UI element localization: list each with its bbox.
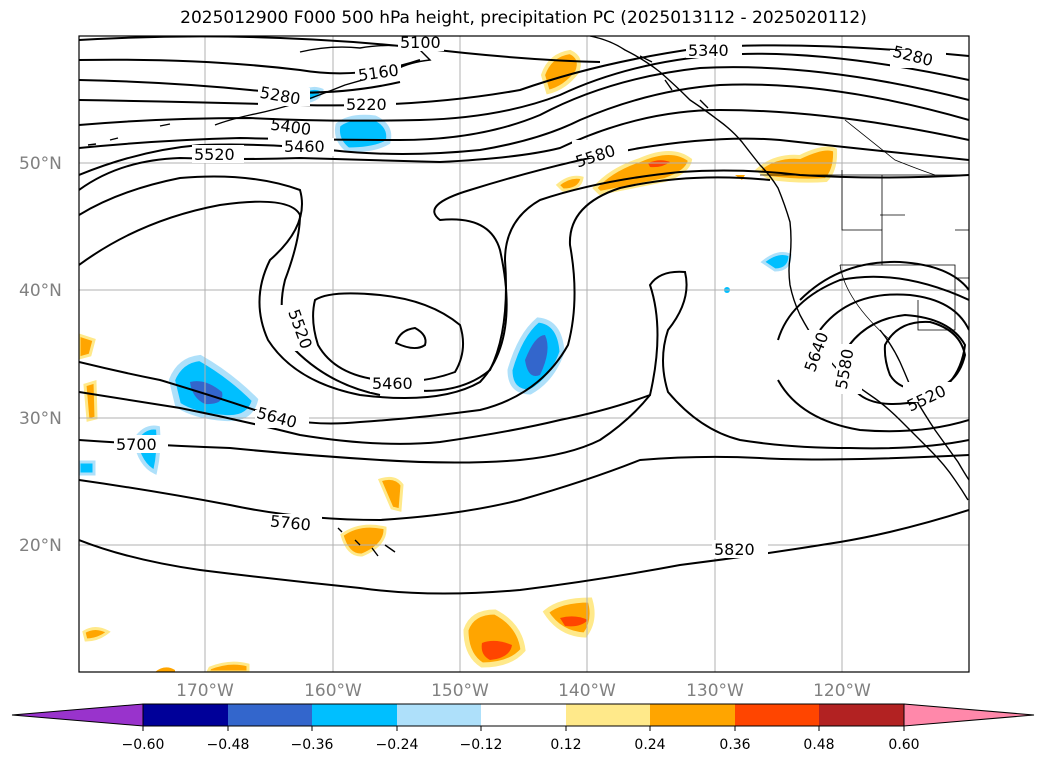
colorbar-segment (143, 704, 228, 726)
colorbar-tick-label: −0.36 (291, 737, 334, 753)
colorbar-segment (228, 704, 312, 726)
colorbar-segment (819, 704, 904, 726)
colorbar-extend-high (903, 703, 1035, 727)
map-title: 2025012900 F000 500 hPa height, precipit… (180, 8, 867, 28)
contour-label: 5760 (269, 511, 311, 534)
colorbar-segment (735, 704, 819, 726)
colorbar-segment (650, 704, 735, 726)
colorbar-tick-label: 0.24 (634, 737, 665, 753)
contour-label: 5100 (400, 33, 441, 52)
contour-label: 5520 (194, 145, 235, 164)
colorbar-tick-label: −0.48 (207, 737, 250, 753)
lat-label: 30°N (19, 409, 62, 429)
colorbar: −0.60 −0.48 −0.36 −0.24 −0.12 0.12 0.24 … (11, 703, 1035, 753)
contour-label: 5700 (116, 435, 157, 454)
colorbar-tick-label: 0.36 (719, 737, 750, 753)
colorbar-segment (397, 704, 481, 726)
colorbar-tick-label: 0.48 (803, 737, 834, 753)
lat-label: 50°N (19, 154, 62, 174)
lat-label: 40°N (19, 281, 62, 301)
contour-label: 5460 (284, 137, 325, 156)
contour-label: 5340 (688, 41, 729, 60)
lon-label: 120°W (813, 681, 871, 701)
colorbar-segment (566, 704, 650, 726)
contour-label: 5820 (714, 540, 755, 559)
colorbar-tick-label: 0.60 (888, 737, 919, 753)
contour-label: 5220 (346, 95, 387, 114)
lon-label: 170°W (176, 681, 234, 701)
height-contours (79, 36, 969, 595)
lat-label: 20°N (19, 536, 62, 556)
colorbar-tick-label: −0.24 (376, 737, 419, 753)
contour-labels: 5100 5160 5220 5280 5340 5280 5400 5460 … (114, 33, 955, 559)
map-plot-area: 5100 5160 5220 5280 5340 5280 5400 5460 … (79, 33, 969, 672)
colorbar-segment (481, 704, 566, 726)
latitude-labels: 50°N 40°N 30°N 20°N (19, 154, 62, 556)
lon-label: 140°W (558, 681, 616, 701)
lon-label: 160°W (304, 681, 362, 701)
colorbar-tick-label: −0.60 (122, 737, 165, 753)
map-frame (78, 35, 970, 673)
colorbar-segment (312, 704, 397, 726)
lon-label: 150°W (431, 681, 489, 701)
colorbar-tick-label: −0.12 (460, 737, 503, 753)
colorbar-extend-low (11, 703, 144, 727)
longitude-labels: 170°W 160°W 150°W 140°W 130°W 120°W (176, 681, 871, 701)
colorbar-tick-label: 0.12 (550, 737, 581, 753)
lon-label: 130°W (686, 681, 744, 701)
contour-label: 5460 (372, 374, 413, 393)
